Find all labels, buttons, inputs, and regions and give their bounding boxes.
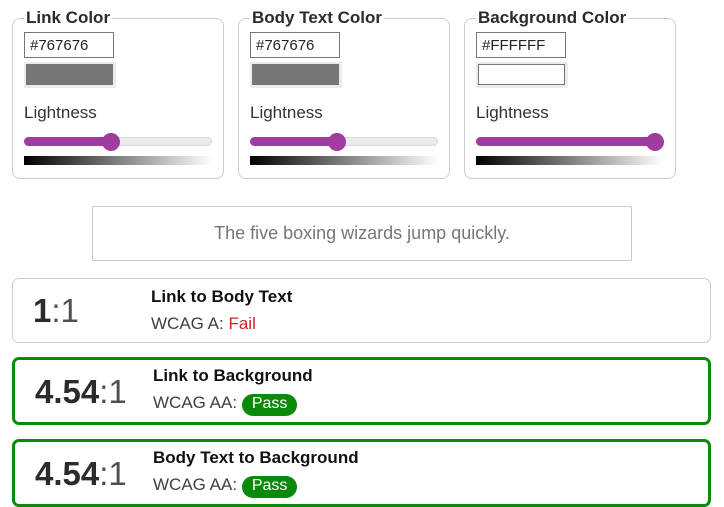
slider-thumb[interactable] — [328, 133, 347, 151]
link-lightness-slider[interactable] — [24, 133, 212, 151]
result-title: Link to Body Text — [151, 287, 293, 306]
contrast-results: 1:1 Link to Body Text WCAG A: Fail 4.54:… — [12, 278, 711, 507]
lightness-gradient-bar — [476, 156, 664, 165]
ratio-value: 4.54 — [35, 372, 100, 410]
link-color-legend: Link Color — [26, 8, 111, 27]
wcag-level-label: WCAG AA: — [153, 475, 238, 494]
lightness-gradient-bar — [250, 156, 438, 165]
body-text-lightness-label: Lightness — [250, 103, 323, 122]
body-text-color-swatch-frame — [250, 62, 342, 88]
link-color-swatch — [26, 64, 113, 85]
ratio-suffix: :1 — [99, 454, 127, 492]
background-color-swatch — [478, 64, 565, 85]
body-text-color-swatch — [252, 64, 339, 85]
contrast-ratio: 4.54:1 — [15, 375, 153, 408]
body-text-color-legend: Body Text Color — [252, 8, 383, 27]
ratio-suffix: :1 — [99, 372, 127, 410]
ratio-value: 4.54 — [35, 454, 100, 492]
slider-thumb[interactable] — [646, 133, 664, 151]
link-lightness-label: Lightness — [24, 103, 97, 122]
pass-badge: Pass — [241, 476, 298, 498]
background-lightness-label: Lightness — [476, 103, 549, 122]
wcag-level-label: WCAG AA: — [153, 393, 238, 412]
result-body-text-to-background: 4.54:1 Body Text to Background WCAG AA: … — [12, 439, 711, 507]
result-title: Link to Background — [153, 366, 313, 385]
slider-fill — [24, 137, 112, 146]
body-text-lightness-slider[interactable] — [250, 133, 438, 151]
slider-fill — [250, 137, 338, 146]
fail-verdict: Fail — [228, 314, 256, 333]
link-color-panel: Link Color Lightness — [12, 8, 224, 179]
slider-fill — [476, 137, 655, 146]
link-color-hex-input[interactable] — [24, 32, 114, 58]
background-color-panel: Background Color Lightness — [464, 8, 676, 179]
contrast-ratio: 4.54:1 — [15, 457, 153, 490]
result-link-to-body-text: 1:1 Link to Body Text WCAG A: Fail — [12, 278, 711, 343]
lightness-gradient-bar — [24, 156, 212, 165]
result-title: Body Text to Background — [153, 448, 359, 467]
link-color-swatch-frame — [24, 62, 116, 88]
result-link-to-background: 4.54:1 Link to Background WCAG AA: Pass — [12, 357, 711, 425]
preview-text: The five boxing wizards jump quickly. — [214, 223, 510, 243]
ratio-suffix: :1 — [51, 292, 79, 329]
ratio-value: 1 — [33, 292, 52, 329]
pass-badge: Pass — [241, 394, 298, 416]
preview-box: The five boxing wizards jump quickly. — [92, 206, 632, 261]
color-panels-row: Link Color Lightness Body Text Color Lig… — [12, 8, 712, 179]
background-color-legend: Background Color — [478, 8, 627, 27]
wcag-level-label: WCAG A: — [151, 314, 224, 333]
background-color-swatch-frame — [476, 62, 568, 88]
body-text-color-hex-input[interactable] — [250, 32, 340, 58]
background-lightness-slider[interactable] — [476, 133, 664, 151]
slider-thumb[interactable] — [102, 133, 121, 151]
body-text-color-panel: Body Text Color Lightness — [238, 8, 450, 179]
background-color-hex-input[interactable] — [476, 32, 566, 58]
contrast-ratio: 1:1 — [13, 294, 151, 327]
